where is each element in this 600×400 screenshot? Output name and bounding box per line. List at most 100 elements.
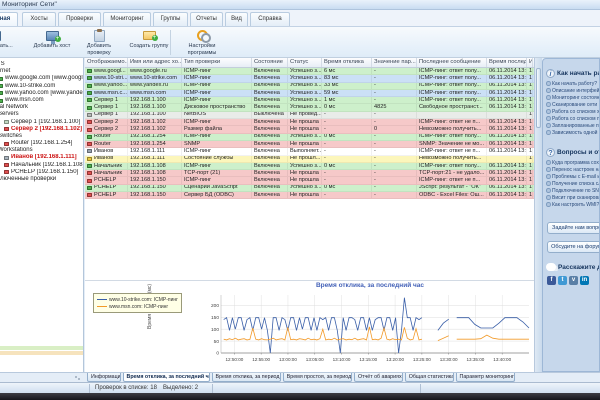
tree-item[interactable]: www.msn.com — [0, 97, 83, 104]
tree-item[interactable]: Сервер 2 [192.168.1.102] — [4, 126, 83, 133]
help-link[interactable]: Проблемы с E-mail и S... — [546, 173, 599, 180]
check-cell: Сервер 2 — [85, 126, 128, 133]
help-link[interactable]: Работа со списком пр... — [546, 115, 599, 122]
menu-tab-5[interactable]: Группы — [153, 12, 188, 26]
facebook-icon[interactable]: f — [547, 276, 556, 285]
cell-text: Сервер 1 — [94, 97, 119, 103]
ribbon-button-scan[interactable]: Сканировать... — [0, 28, 26, 57]
cell-text: 0 — [374, 126, 378, 133]
column-header[interactable]: Значение пар... — [374, 58, 417, 67]
check-cell: 06.11.2014 13:... — [487, 192, 527, 199]
check-cell: Router — [85, 140, 128, 148]
scrollbar-thumb[interactable] — [536, 68, 541, 128]
result-tab-2[interactable]: Время отклика, за последний час — [122, 373, 210, 382]
result-tab-3[interactable]: Время отклика, за период — [211, 373, 281, 382]
tree-item[interactable]: www.10-strike.com — [0, 83, 83, 90]
help-link[interactable]: Как настроить WMI?... — [546, 201, 599, 208]
check-row[interactable]: Сервер 2 192.168.1.102 Размер файла Включен… — [85, 126, 534, 134]
cell-text: ICMP-пинг: ответ полу... — [419, 133, 481, 140]
tree-item[interactable]: Servers — [0, 111, 83, 118]
column-header[interactable]: Имя или адрес хо... — [130, 58, 182, 67]
check-row[interactable]: Сервер 1 192.168.1.100 ICMP-пинг Включена Ус… — [85, 97, 534, 105]
tree-item[interactable]: Workstations — [0, 147, 83, 154]
help-link[interactable]: Сканирование сети — [546, 101, 599, 108]
linkedin-icon[interactable]: in — [580, 276, 589, 285]
menu-tab-3[interactable]: Проверки — [58, 12, 101, 26]
help-link[interactable]: Как начать работу? — [546, 80, 599, 87]
check-row[interactable]: www.yahoo... www.yandex.ru ICMP-пинг Включе… — [85, 82, 534, 90]
column-header[interactable]: Последнее сообщение — [417, 58, 487, 67]
help-link[interactable]: Запланированные про... — [546, 122, 599, 129]
column-header[interactable]: Время послед... — [489, 58, 527, 67]
menu-tab-2[interactable]: Хосты — [22, 12, 56, 26]
column-header[interactable]: И — [529, 58, 533, 67]
menu-tab-1[interactable]: Главная — [0, 12, 18, 26]
svg-text:150: 150 — [211, 315, 219, 321]
check-row[interactable]: Сервер 1 192.168.1.100 NetBIOS Выключена Не … — [85, 111, 534, 120]
help-link[interactable]: Зависимость одной пр... — [546, 129, 599, 136]
splitter-grip-icon[interactable] — [74, 375, 82, 381]
tree-item[interactable]: HOSTS — [0, 61, 83, 68]
menu-tab-7[interactable]: Вид — [225, 12, 248, 26]
tree-item[interactable]: PCHELP [192.168.1.150] — [4, 169, 83, 176]
result-tab-1[interactable]: Информация — [87, 373, 121, 382]
help-link[interactable]: Работа со списком хо... — [546, 108, 599, 115]
result-tab-5[interactable]: Отчёт об авариях — [353, 373, 403, 382]
menu-tab-8[interactable]: Справка — [250, 12, 290, 26]
help-link[interactable]: Перенос настроек на... — [546, 166, 599, 173]
table-scrollbar[interactable] — [534, 58, 542, 372]
result-tab-6[interactable]: Общая статистика — [404, 373, 454, 382]
check-row[interactable]: www.msn.c... www.msn.com ICMP-пинг Включена… — [85, 89, 534, 98]
help-link[interactable]: Получение списка слу... — [546, 180, 599, 187]
help-link[interactable]: Висит при сканирова... — [546, 194, 599, 201]
check-row[interactable]: Router 192.168.1.254 ICMP-пинг Включена Успе… — [85, 133, 534, 141]
check-row[interactable]: www.10-stri... www.10-strike.com ICMP-пинг… — [85, 75, 534, 83]
tree-item[interactable]: www.yahoo.com [www.yandex.ru] — [0, 90, 83, 97]
column-header[interactable]: Тип проверки — [182, 58, 252, 67]
column-header[interactable]: Отображаемо... — [87, 58, 128, 67]
tree-item[interactable]: Начальник [192.168.1.108] — [4, 162, 83, 169]
tree-item[interactable]: Internet — [0, 68, 83, 75]
ribbon-button-create-group[interactable]: + Создать группу — [124, 28, 174, 57]
ribbon-button-add-host[interactable]: + Добавить хост — [30, 28, 74, 57]
column-header[interactable]: Статус — [288, 58, 322, 67]
check-row[interactable]: PCHELP 192.168.1.150 Сервер БД (ODBC) Включ… — [85, 192, 534, 200]
check-row[interactable]: PCHELP 192.168.1.150 ICMP-пинг Включена Не п… — [85, 177, 534, 185]
column-header[interactable]: Состояние — [252, 58, 288, 67]
ribbon-button-add-check[interactable]: Добавить проверку — [76, 28, 122, 57]
menu-tab-6[interactable]: Отчеты — [190, 12, 223, 26]
column-header[interactable]: Время отклика — [322, 58, 372, 67]
menu-tab-4[interactable]: Мониторинг — [103, 12, 151, 26]
cell-text: ICMP-пинг: ответ полу... — [419, 68, 481, 74]
result-tab-4[interactable]: Время простоя, за период — [282, 373, 352, 382]
check-row[interactable]: Иванов 192.168.1.111 ICMP-пинг Включена Выпо… — [85, 148, 534, 156]
tree-item[interactable]: Сервер 1 [192.168.1.100] — [4, 119, 83, 126]
twitter-icon[interactable]: t — [558, 276, 567, 285]
check-row[interactable]: Иванов 192.168.1.111 Состояние службы Включ… — [85, 155, 534, 163]
forum-button[interactable]: Обсудите на форуме — [547, 241, 599, 253]
vk-icon[interactable]: v — [569, 276, 578, 285]
help-link[interactable]: Описание интерфейса — [546, 87, 599, 94]
check-row[interactable]: Router 192.168.1.254 SNMP Включена Не прошла… — [85, 140, 534, 149]
check-row[interactable]: Начальник 192.168.1.108 TCP-порт (21) Включ… — [85, 170, 534, 178]
check-row[interactable]: Сервер 1 192.168.1.100 Дисковое пространст… — [85, 104, 534, 112]
result-tab-7[interactable]: Параметр мониторинга — [455, 373, 515, 382]
cell-text: 1 — [529, 155, 533, 162]
tree-items: HOSTSInternetwww.google.com [www.google.… — [0, 61, 83, 183]
tree-item[interactable]: Иванов [192.168.1.111] — [4, 154, 83, 161]
ask-question-button[interactable]: Задайте нам вопрос — [547, 222, 599, 234]
check-row[interactable]: www.googl... www.google.ru ICMP-пинг Включе… — [85, 68, 534, 76]
check-row[interactable]: PCHELP 192.168.1.150 Сценарий JavaScript Вк… — [85, 184, 534, 193]
ribbon-button-settings[interactable]: Настройки программы — [176, 28, 228, 57]
tree-item[interactable]: Router [192.168.1.254] — [4, 140, 83, 147]
tree-item[interactable]: Отключенные проверки — [0, 176, 83, 183]
help-link[interactable]: Подключение по SNM... — [546, 187, 599, 194]
check-row[interactable]: Начальник 192.168.1.108 ICMP-пинг Включена У… — [85, 162, 534, 171]
tree-item[interactable]: Local Network — [0, 104, 83, 111]
check-cell: 192.168.1.108 — [128, 162, 182, 170]
help-link[interactable]: Куда программа сохр... — [546, 159, 599, 166]
tree-item[interactable]: Switches — [0, 133, 83, 140]
help-link[interactable]: Мониторинг состояни... — [546, 94, 599, 101]
tree-item[interactable]: www.google.com [www.google.ru] — [0, 75, 83, 82]
check-row[interactable]: Сервер 2 192.168.1.102 ICMP-пинг Включена Не… — [85, 119, 534, 127]
